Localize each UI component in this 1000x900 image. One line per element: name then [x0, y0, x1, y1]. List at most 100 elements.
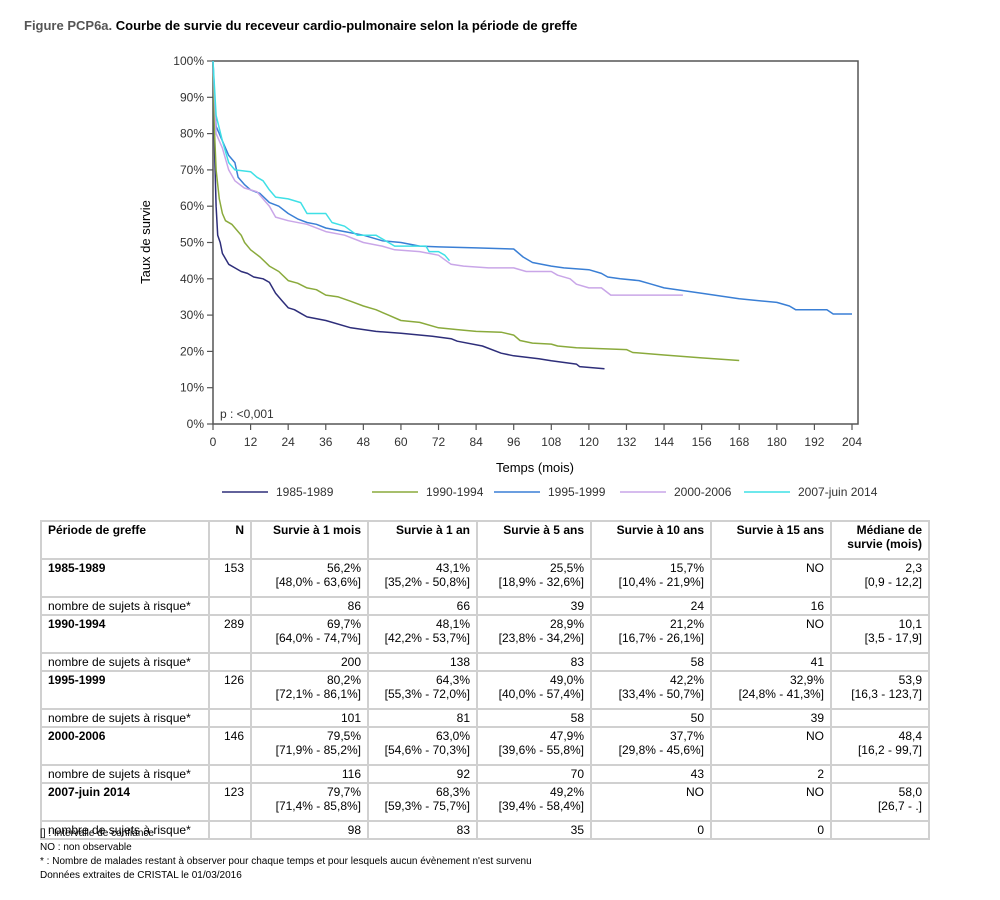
survival-cell: NO — [710, 726, 832, 766]
survival-cell: 25,5% [18,9% - 32,6%] — [476, 558, 592, 598]
confidence-interval: [55,3% - 72,0%] — [384, 687, 470, 701]
at-risk-count: 2 — [710, 764, 832, 784]
at-risk-count: 0 — [590, 820, 712, 840]
survival-value: 79,5% — [326, 729, 361, 743]
legend-item: 1990-1994 — [372, 485, 484, 499]
footnote-no: NO : non observable — [40, 842, 132, 853]
series-line-1995-1999 — [212, 60, 852, 315]
col-header-1-month: Survie à 1 mois — [250, 520, 369, 560]
survival-value: 47,9% — [549, 729, 584, 743]
n-value: 289 — [208, 614, 252, 654]
confidence-interval: [10,4% - 21,9%] — [618, 575, 704, 589]
survival-value: 49,0% — [549, 673, 584, 687]
survival-value: 37,7% — [669, 729, 704, 743]
survival-cell: 80,2% [72,1% - 86,1%] — [250, 670, 369, 710]
survival-cell: 43,1% [35,2% - 50,8%] — [367, 558, 478, 598]
y-tick-label: 20% — [180, 344, 204, 358]
confidence-interval: [23,8% - 34,2%] — [498, 631, 584, 645]
survival-cell: 56,2% [48,0% - 63,6%] — [250, 558, 369, 598]
survival-cell: 2,3 [0,9 - 12,2] — [830, 558, 930, 598]
at-risk-count: 58 — [476, 708, 592, 728]
period-label: 2000-2006 — [40, 726, 210, 766]
confidence-interval: [39,4% - 58,4%] — [498, 799, 584, 813]
confidence-interval: [16,7% - 26,1%] — [618, 631, 704, 645]
y-tick-label: 50% — [180, 236, 204, 250]
survival-value: 80,2% — [326, 673, 361, 687]
at-risk-count: 200 — [250, 652, 369, 672]
x-tick-label: 132 — [616, 435, 636, 449]
survival-cell: 79,5% [71,9% - 85,2%] — [250, 726, 369, 766]
x-tick-label: 24 — [281, 435, 295, 449]
survival-cell: 49,2% [39,4% - 58,4%] — [476, 782, 592, 822]
x-tick-label: 48 — [357, 435, 371, 449]
survival-value: 48,4 — [898, 729, 922, 743]
at-risk-n-empty — [208, 596, 252, 616]
survival-cell: 79,7% [71,4% - 85,8%] — [250, 782, 369, 822]
survival-value: NO — [806, 785, 824, 799]
survival-cell: 32,9% [24,8% - 41,3%] — [710, 670, 832, 710]
x-tick-label: 60 — [394, 435, 408, 449]
y-tick-label: 10% — [180, 381, 204, 395]
survival-cell: NO — [710, 558, 832, 598]
survival-value: 42,2% — [669, 673, 704, 687]
at-risk-count: 39 — [710, 708, 832, 728]
survival-cell: 69,7% [64,0% - 74,7%] — [250, 614, 369, 654]
survival-value: 68,3% — [435, 785, 470, 799]
series-line-1985-1989 — [212, 60, 605, 370]
survival-value: 21,2% — [669, 617, 704, 631]
at-risk-count — [830, 764, 930, 784]
x-tick-label: 120 — [579, 435, 599, 449]
footnote-at-risk: * : Nombre de malades restant à observer… — [40, 856, 532, 867]
period-label: 2007-juin 2014 — [40, 782, 210, 822]
confidence-interval: [42,2% - 53,7%] — [384, 631, 470, 645]
col-header-15-years: Survie à 15 ans — [710, 520, 832, 560]
survival-cell: 47,9% [39,6% - 55,8%] — [476, 726, 592, 766]
survival-value: NO — [806, 729, 824, 743]
survival-value: 25,5% — [549, 561, 584, 575]
table-row-period: 1990-1994 289 69,7% [64,0% - 74,7%] 48,1% [42… — [40, 614, 930, 654]
x-tick-label: 36 — [319, 435, 333, 449]
figure-title: Figure PCP6a. Courbe de survie du receve… — [24, 18, 577, 33]
legend-label: 2000-2006 — [674, 485, 732, 499]
at-risk-count — [830, 596, 930, 616]
period-label: 1995-1999 — [40, 670, 210, 710]
survival-value: NO — [806, 561, 824, 575]
survival-value: 48,1% — [435, 617, 470, 631]
at-risk-label: nombre de sujets à risque* — [40, 820, 210, 840]
footnote-source: Données extraites de CRISTAL le 01/03/20… — [40, 870, 242, 881]
table-body: 1985-1989 153 56,2% [48,0% - 63,6%] 43,1% [35… — [40, 558, 930, 840]
confidence-interval: [16,3 - 123,7] — [851, 687, 922, 701]
survival-cell: 28,9% [23,8% - 34,2%] — [476, 614, 592, 654]
at-risk-n-empty — [208, 708, 252, 728]
y-tick-label: 100% — [173, 54, 204, 68]
at-risk-count: 138 — [367, 652, 478, 672]
x-tick-label: 12 — [244, 435, 258, 449]
survival-value: 28,9% — [549, 617, 584, 631]
n-value: 146 — [208, 726, 252, 766]
legend-item: 1995-1999 — [494, 485, 606, 499]
legend-item: 2000-2006 — [620, 485, 732, 499]
confidence-interval: [64,0% - 74,7%] — [275, 631, 361, 645]
survival-cell: NO — [590, 782, 712, 822]
series-line-2000-2006 — [212, 60, 683, 296]
survival-value: NO — [686, 785, 704, 799]
at-risk-label: nombre de sujets à risque* — [40, 708, 210, 728]
y-tick-label: 80% — [180, 127, 204, 141]
survival-cell: 48,1% [42,2% - 53,7%] — [367, 614, 478, 654]
at-risk-count: 92 — [367, 764, 478, 784]
at-risk-label: nombre de sujets à risque* — [40, 652, 210, 672]
y-tick-label: 40% — [180, 272, 204, 286]
at-risk-count: 35 — [476, 820, 592, 840]
at-risk-n-empty — [208, 820, 252, 840]
survival-chart: 0% 10% 20% 30% 40% 50% 60% 70% 80% 90% 100% 0 12 24 3… — [138, 54, 878, 499]
table-row-at-risk: nombre de sujets à risque* 98 83 35 0 0 — [40, 820, 930, 840]
confidence-interval: [29,8% - 45,6%] — [618, 743, 704, 757]
survival-value: 15,7% — [669, 561, 704, 575]
figure-prefix: Figure PCP6a. — [24, 18, 113, 33]
confidence-interval: [59,3% - 75,7%] — [384, 799, 470, 813]
at-risk-count: 16 — [710, 596, 832, 616]
at-risk-count: 0 — [710, 820, 832, 840]
at-risk-count: 98 — [250, 820, 369, 840]
plot-frame — [212, 60, 859, 425]
survival-cell: 21,2% [16,7% - 26,1%] — [590, 614, 712, 654]
